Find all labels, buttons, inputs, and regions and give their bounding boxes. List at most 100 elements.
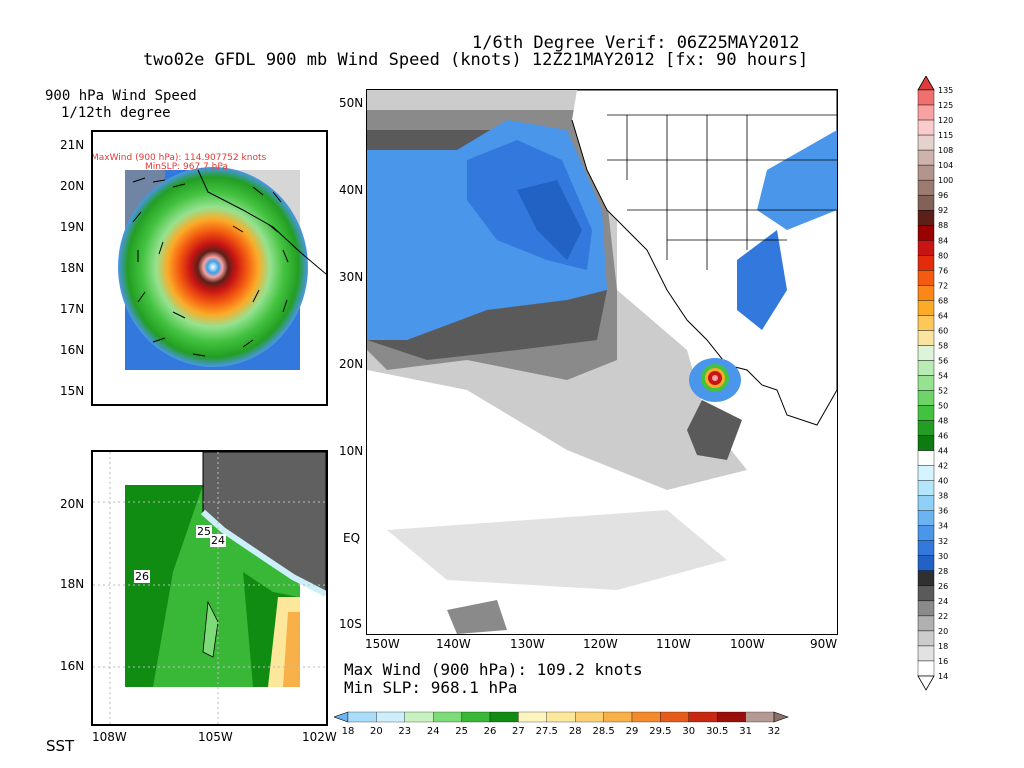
top-y-label: 19N	[60, 220, 85, 234]
colorbar-label: 50	[938, 402, 948, 411]
colorbar-swatch	[917, 89, 935, 106]
sst-colorbar-label: 31	[739, 726, 752, 737]
colorbar-label: 108	[938, 146, 953, 155]
colorbar-swatch	[917, 134, 935, 151]
colorbar-swatch	[917, 585, 935, 602]
colorbar-label: 104	[938, 161, 953, 170]
main-y-label: 20N	[339, 357, 364, 371]
top-y-label: 17N	[60, 302, 85, 316]
annotation-minslp: MinSLP: 967.7 hPa	[145, 162, 228, 172]
colorbar-label: 80	[938, 251, 948, 260]
colorbar-swatch	[917, 405, 935, 421]
colorbar-swatch	[917, 645, 935, 662]
sst-panel: 25 24 26	[91, 450, 328, 726]
sst-colorbar-swatch	[717, 711, 746, 723]
colorbar-label: 32	[938, 537, 948, 546]
colorbar-label: 42	[938, 462, 948, 471]
colorbar-swatch	[917, 315, 935, 331]
colorbar-label: 54	[938, 371, 948, 380]
colorbar-swatch	[917, 149, 935, 166]
sst-colorbar-right-arrow	[773, 711, 789, 723]
colorbar-label: 58	[938, 341, 948, 350]
sst-colorbar-label: 28.5	[592, 726, 614, 737]
colorbar-label: 22	[938, 612, 948, 621]
sst-colorbar-label: 25	[455, 726, 468, 737]
colorbar-label: 92	[938, 206, 948, 215]
colorbar-swatch	[917, 615, 935, 632]
colorbar-top-arrow	[917, 76, 935, 91]
colorbar-label: 52	[938, 387, 948, 396]
colorbar-swatch	[917, 525, 935, 541]
sst-colorbar-swatch	[575, 711, 604, 723]
sst-colorbar-swatch	[603, 711, 633, 723]
colorbar-swatch	[917, 390, 935, 406]
colorbar-label: 16	[938, 657, 948, 666]
colorbar-swatch	[917, 240, 935, 256]
colorbar-label: 60	[938, 326, 948, 335]
top-y-label: 20N	[60, 179, 85, 193]
colorbar-label: 72	[938, 281, 948, 290]
colorbar-label: 46	[938, 432, 948, 441]
sst-colorbar-label: 30.5	[706, 726, 728, 737]
colorbar-label: 68	[938, 296, 948, 305]
wind-colorbar: 135 125 120 115 108 104 100 96 92 88 84 80 76 72 68 64 6…	[917, 76, 953, 691]
sst-colorbar-label: 27	[512, 726, 525, 737]
colorbar-label: 48	[938, 417, 948, 426]
hurricane-zoom-panel: MaxWind (900 hPa): 114.907752 knots MinS…	[91, 130, 328, 406]
header-line2: two02e GFDL 900 mb Wind Speed (knots) 12…	[143, 50, 809, 70]
colorbar-label: 34	[938, 522, 948, 531]
hurricane-zoom-map	[118, 167, 326, 370]
colorbar-label: 125	[938, 101, 953, 110]
sst-map	[93, 452, 326, 724]
sst-colorbar-label: 29	[626, 726, 639, 737]
colorbar-swatch	[917, 300, 935, 316]
colorbar-swatch	[917, 360, 935, 376]
colorbar-swatch	[917, 225, 935, 241]
colorbar-swatch	[917, 630, 935, 647]
sst-colorbar-swatch	[745, 711, 775, 723]
top-y-label: 18N	[60, 261, 85, 275]
annotation-maxwind: MaxWind (900 hPa): 114.907752 knots	[91, 153, 267, 163]
sst-contour-label: 26	[134, 570, 150, 583]
colorbar-swatch	[917, 119, 935, 136]
colorbar-label: 28	[938, 567, 948, 576]
sst-x-label: 105W	[198, 730, 233, 744]
colorbar-swatch	[917, 600, 935, 617]
colorbar-swatch	[917, 375, 935, 391]
colorbar-label: 20	[938, 627, 948, 636]
main-wind-map	[366, 89, 838, 635]
colorbar-swatch	[917, 435, 935, 451]
sst-y-label: 20N	[60, 497, 85, 511]
colorbar-swatch	[917, 104, 935, 121]
colorbar-label: 36	[938, 507, 948, 516]
main-y-label: 30N	[339, 270, 364, 284]
sst-y-label: 16N	[60, 659, 85, 673]
sst-colorbar-swatch	[376, 711, 405, 723]
sst-colorbar-swatch	[518, 711, 547, 723]
main-y-label: 40N	[339, 183, 364, 197]
sst-colorbar-swatch	[461, 711, 491, 723]
colorbar-swatch	[917, 179, 935, 196]
colorbar-swatch	[917, 495, 935, 511]
colorbar-swatch	[917, 555, 935, 572]
colorbar-label: 30	[938, 552, 948, 561]
colorbar-label: 100	[938, 176, 953, 185]
sst-colorbar-label: 24	[427, 726, 440, 737]
sst-colorbar-swatch	[631, 711, 661, 723]
colorbar-label: 120	[938, 116, 953, 125]
colorbar-swatch	[917, 510, 935, 526]
sst-colorbar-swatch	[546, 711, 576, 723]
colorbar-label: 56	[938, 356, 948, 365]
colorbar-bottom-arrow	[917, 675, 935, 691]
max-wind-readout: Max Wind (900 hPa): 109.2 knots	[344, 660, 643, 679]
main-x-label: 120W	[583, 637, 618, 651]
colorbar-label: 18	[938, 642, 948, 651]
sst-colorbar-label: 28	[569, 726, 582, 737]
top-y-label: 21N	[60, 138, 85, 152]
colorbar-label: 38	[938, 492, 948, 501]
main-x-label: 150W	[365, 637, 400, 651]
colorbar-swatch	[917, 164, 935, 181]
sst-label: SST	[46, 737, 75, 755]
colorbar-swatch	[917, 540, 935, 556]
colorbar-swatch	[917, 465, 935, 481]
